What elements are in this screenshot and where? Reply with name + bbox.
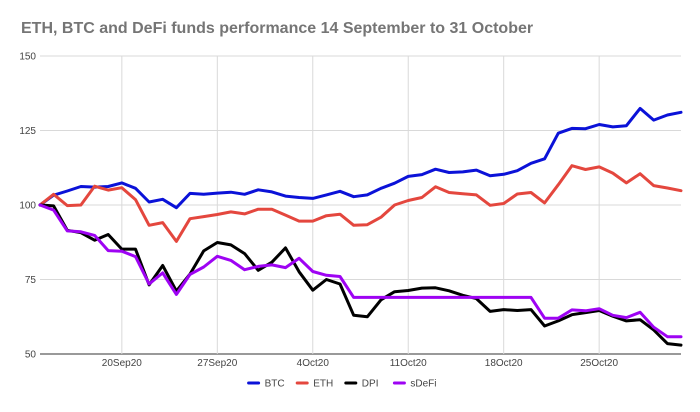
x-tick-label: 20Sep20 bbox=[102, 358, 142, 369]
y-tick-label: 150 bbox=[19, 52, 36, 63]
chart-title: ETH, BTC and DeFi funds performance 14 S… bbox=[21, 20, 534, 37]
y-tick-label: 75 bbox=[25, 275, 37, 286]
x-tick-label: 4Oct20 bbox=[297, 358, 330, 369]
series-line-eth bbox=[38, 164, 683, 243]
series-layer bbox=[38, 106, 683, 347]
legend-item-sdefi[interactable]: sDeFi bbox=[392, 379, 437, 390]
axis-layer: 50 75 100 125 150 20Sep20 27Sep20 4Oct20 11Oct20… bbox=[19, 52, 618, 370]
x-tick-label: 11Oct20 bbox=[390, 358, 427, 369]
x-tick-label: 18Oct20 bbox=[485, 358, 523, 369]
legend-item-eth[interactable]: ETH bbox=[295, 379, 333, 390]
legend-label: DPI bbox=[362, 379, 379, 390]
legend-label: ETH bbox=[313, 379, 333, 390]
x-tick-label: 27Sep20 bbox=[197, 358, 237, 369]
legend-label: BTC bbox=[265, 379, 285, 390]
legend: BTC ETH DPI sDeFi bbox=[247, 379, 437, 390]
legend-item-btc[interactable]: BTC bbox=[247, 379, 285, 390]
series-line-btc bbox=[38, 106, 683, 210]
y-tick-label: 100 bbox=[19, 201, 36, 212]
y-tick-label: 50 bbox=[25, 350, 37, 361]
series-line-sdefi bbox=[38, 203, 683, 339]
x-tick-label: 25Oct20 bbox=[580, 358, 618, 369]
y-tick-label: 125 bbox=[19, 126, 36, 137]
legend-label: sDeFi bbox=[410, 379, 436, 390]
legend-item-dpi[interactable]: DPI bbox=[344, 379, 379, 390]
